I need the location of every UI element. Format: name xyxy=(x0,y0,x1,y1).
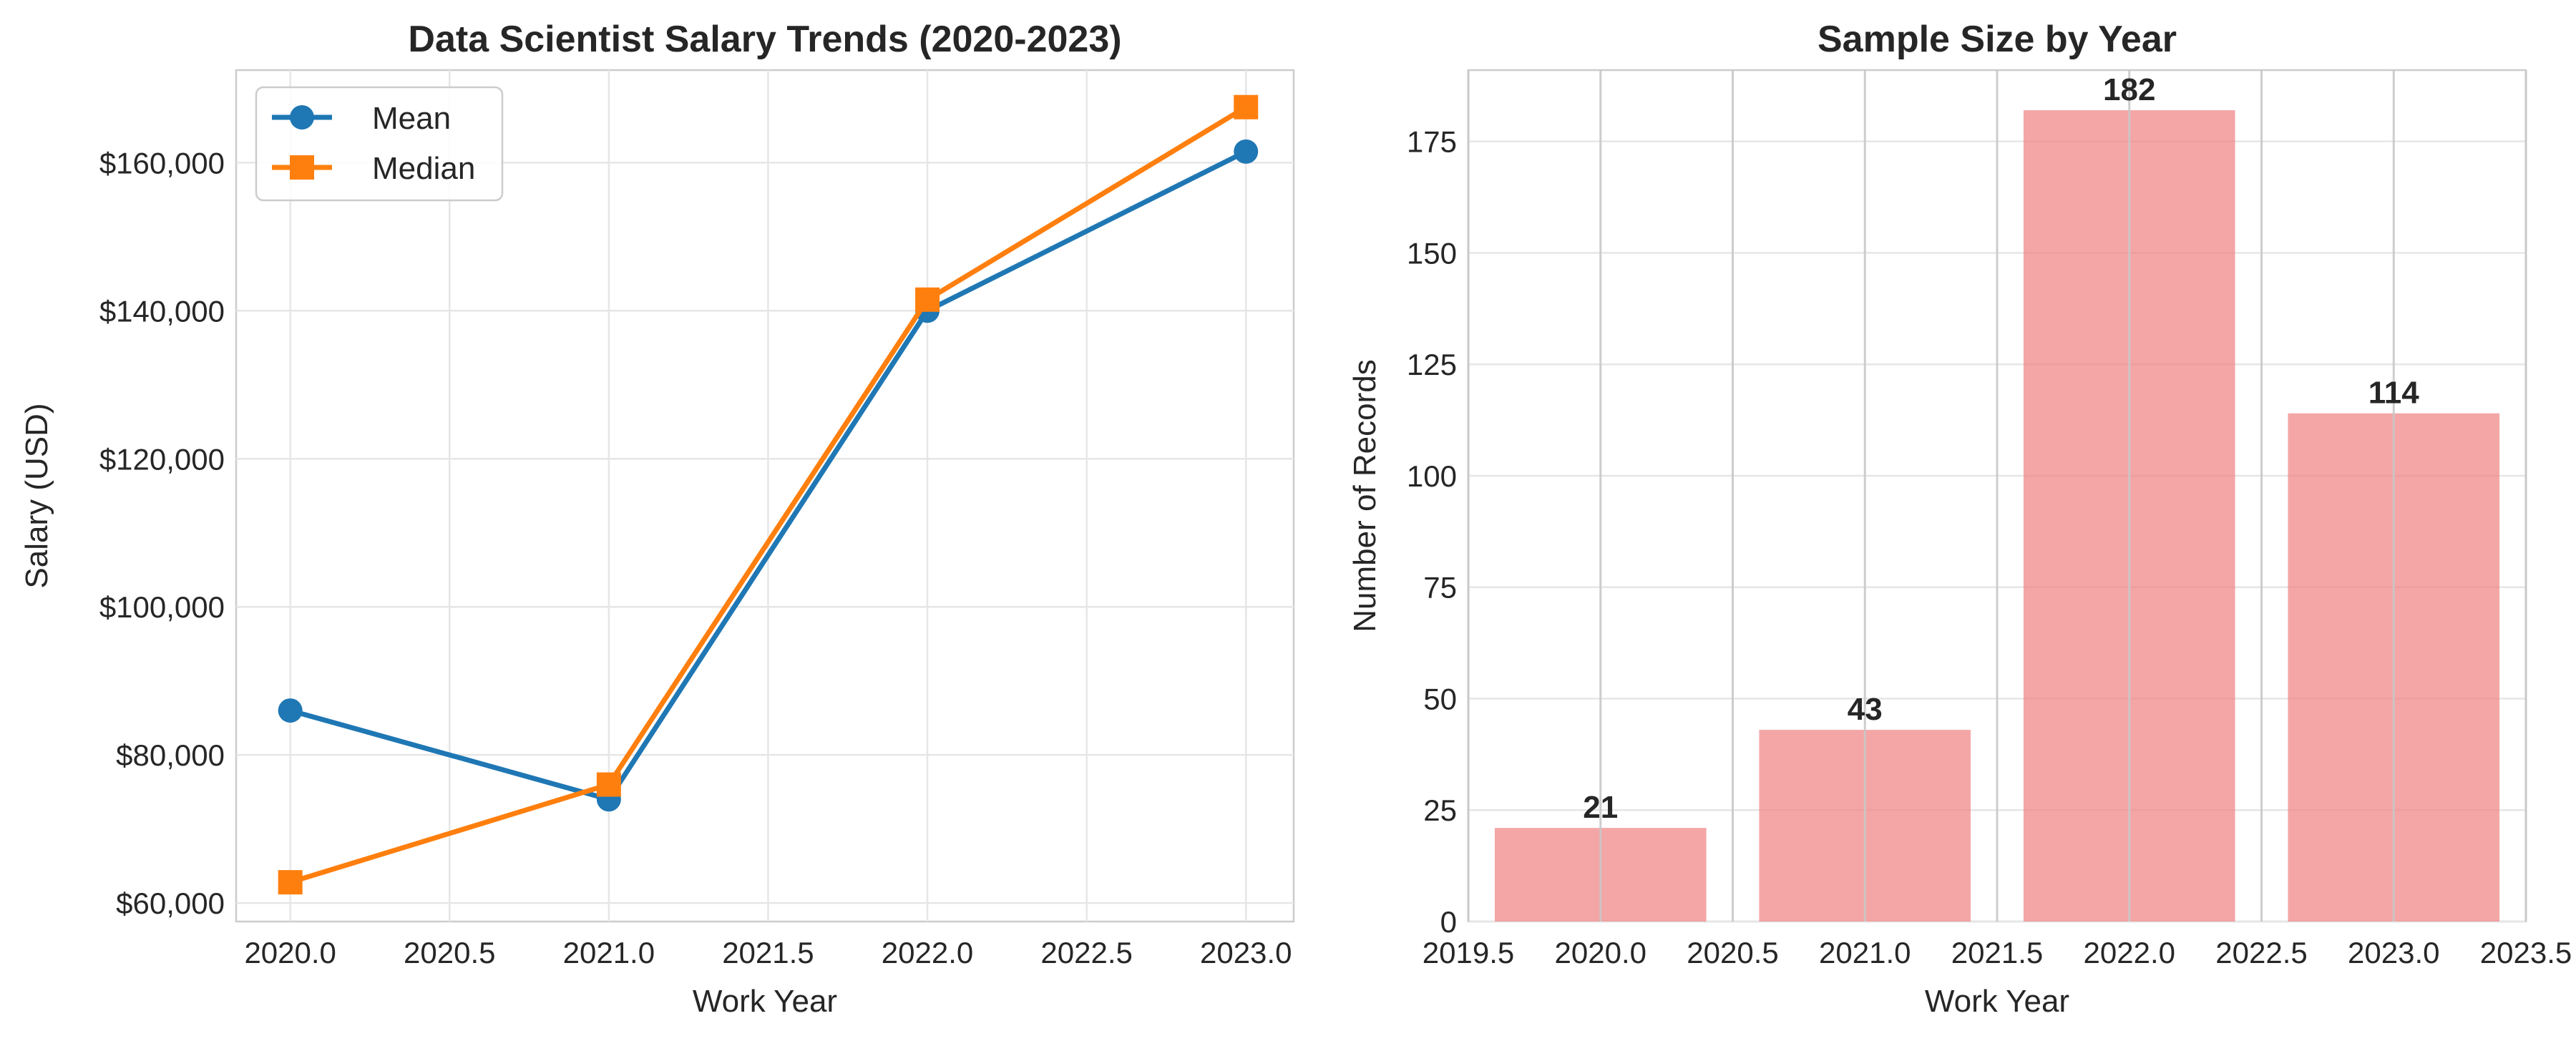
right-x-tick-label: 2023.0 xyxy=(2348,936,2439,969)
salary-trend-chart: 2020.0 2020.5 2021.0 2021.5 2022.0 2022.5 2023… xyxy=(19,19,1295,1019)
left-y-tick-label: $140,000 xyxy=(99,294,225,328)
right-y-tick-label: 0 xyxy=(1440,905,1457,939)
right-y-tick-label: 125 xyxy=(1407,348,1457,381)
legend: Mean Median xyxy=(255,86,504,202)
bar-value-label-2022: 182 xyxy=(2103,72,2155,107)
right-y-tick-label: 100 xyxy=(1407,459,1457,493)
left-plot-area xyxy=(235,69,1295,923)
left-chart-title: Data Scientist Salary Trends (2020-2023) xyxy=(408,19,1121,60)
series-line-median xyxy=(289,104,1248,885)
right-y-tick-label: 150 xyxy=(1407,236,1457,270)
right-y-tick-label: 25 xyxy=(1423,793,1457,827)
series-line-mean xyxy=(289,149,1247,802)
left-x-tick-label: 2022.5 xyxy=(1040,936,1132,969)
left-x-tick-label: 2020.5 xyxy=(404,936,495,969)
legend-label-mean: Mean xyxy=(372,101,451,136)
left-x-tick-label: 2021.5 xyxy=(722,936,814,969)
right-x-tick-label: 2022.5 xyxy=(2215,936,2307,969)
right-y-tick-label: 50 xyxy=(1423,682,1457,715)
right-x-tick-label: 2020.5 xyxy=(1687,936,1778,969)
right-x-tick-label: 2021.5 xyxy=(1951,936,2043,969)
right-y-tick-label: 175 xyxy=(1407,125,1457,159)
left-y-tick-label: $120,000 xyxy=(99,442,225,476)
bar-value-label-2023: 114 xyxy=(2368,376,2420,411)
bar-value-label-2020: 21 xyxy=(1583,790,1618,825)
legend-marker-mean xyxy=(290,105,314,129)
right-x-axis-label: Work Year xyxy=(1925,984,2069,1019)
data-point-mean xyxy=(1234,139,1259,164)
right-x-tick-label: 2023.5 xyxy=(2480,936,2572,969)
data-point-median xyxy=(596,772,621,797)
data-point-mean xyxy=(278,698,303,723)
right-x-tick-label: 2022.0 xyxy=(2084,936,2175,969)
left-y-tick-label: $160,000 xyxy=(99,146,225,180)
left-x-tick-label: 2020.0 xyxy=(244,936,336,969)
data-point-median xyxy=(915,287,940,312)
right-chart-title: Sample Size by Year xyxy=(1818,19,2177,60)
left-x-axis-label: Work Year xyxy=(693,984,837,1019)
left-y-tick-label: $80,000 xyxy=(116,738,225,772)
left-y-axis-label: Salary (USD) xyxy=(19,403,54,588)
data-point-median xyxy=(278,870,303,895)
data-point-median xyxy=(1234,94,1259,119)
right-x-tick-label: 2021.0 xyxy=(1819,936,1911,969)
legend-label-median: Median xyxy=(372,151,475,186)
right-y-tick-label: 75 xyxy=(1423,571,1457,605)
left-x-tick-label: 2021.0 xyxy=(563,936,655,969)
bar-value-label-2021: 43 xyxy=(1848,692,1883,727)
right-x-tick-label: 2019.5 xyxy=(1423,936,1514,969)
right-y-axis-label: Number of Records xyxy=(1347,359,1382,632)
left-x-tick-label: 2023.0 xyxy=(1200,936,1292,969)
left-y-tick-label: $100,000 xyxy=(99,590,225,624)
right-x-tick-label: 2020.0 xyxy=(1555,936,1646,969)
left-y-tick-label: $60,000 xyxy=(116,886,225,920)
left-x-tick-label: 2022.0 xyxy=(882,936,973,969)
sample-size-chart: 21 43 182 114 2019.5 2020.0 2020.5 2021.0 2021.… xyxy=(1347,19,2572,1019)
legend-marker-median xyxy=(290,155,314,180)
